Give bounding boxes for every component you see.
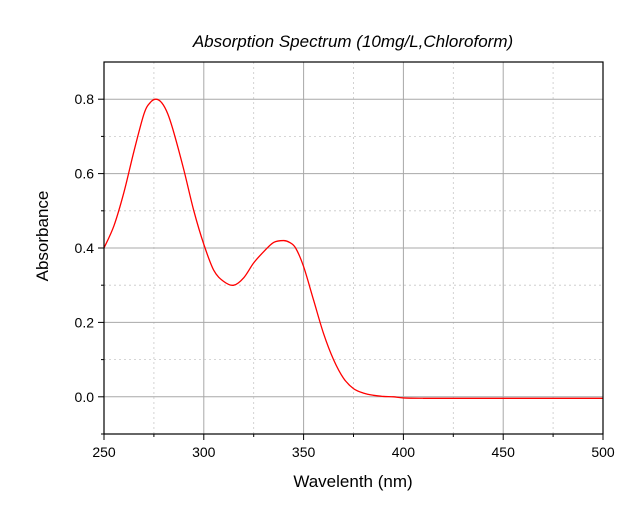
axis-ticks (98, 98, 604, 440)
x-tick-label: 400 (392, 444, 416, 460)
plot-frame (103, 61, 604, 435)
y-tick-label: 0.4 (75, 240, 95, 256)
y-tick-label: 0.2 (75, 314, 95, 330)
x-tick-label: 300 (192, 444, 216, 460)
grid (103, 62, 604, 435)
chart-title: Absorption Spectrum (10mg/L,Chloroform) (192, 32, 513, 51)
y-axis-label: Absorbance (33, 191, 52, 282)
y-tick-label: 0.8 (75, 91, 95, 107)
y-tick-label: 0.0 (75, 389, 95, 405)
x-tick-labels: 250 300 350 400 450 500 (92, 444, 615, 460)
x-tick-label: 500 (591, 444, 615, 460)
x-tick-label: 350 (292, 444, 316, 460)
x-tick-label: 450 (492, 444, 516, 460)
x-axis-label: Wavelenth (nm) (293, 472, 412, 491)
x-tick-label: 250 (92, 444, 116, 460)
y-tick-labels: 0.0 0.2 0.4 0.6 0.8 (75, 91, 95, 405)
y-tick-label: 0.6 (75, 166, 95, 182)
absorbance-curve (103, 98, 603, 399)
